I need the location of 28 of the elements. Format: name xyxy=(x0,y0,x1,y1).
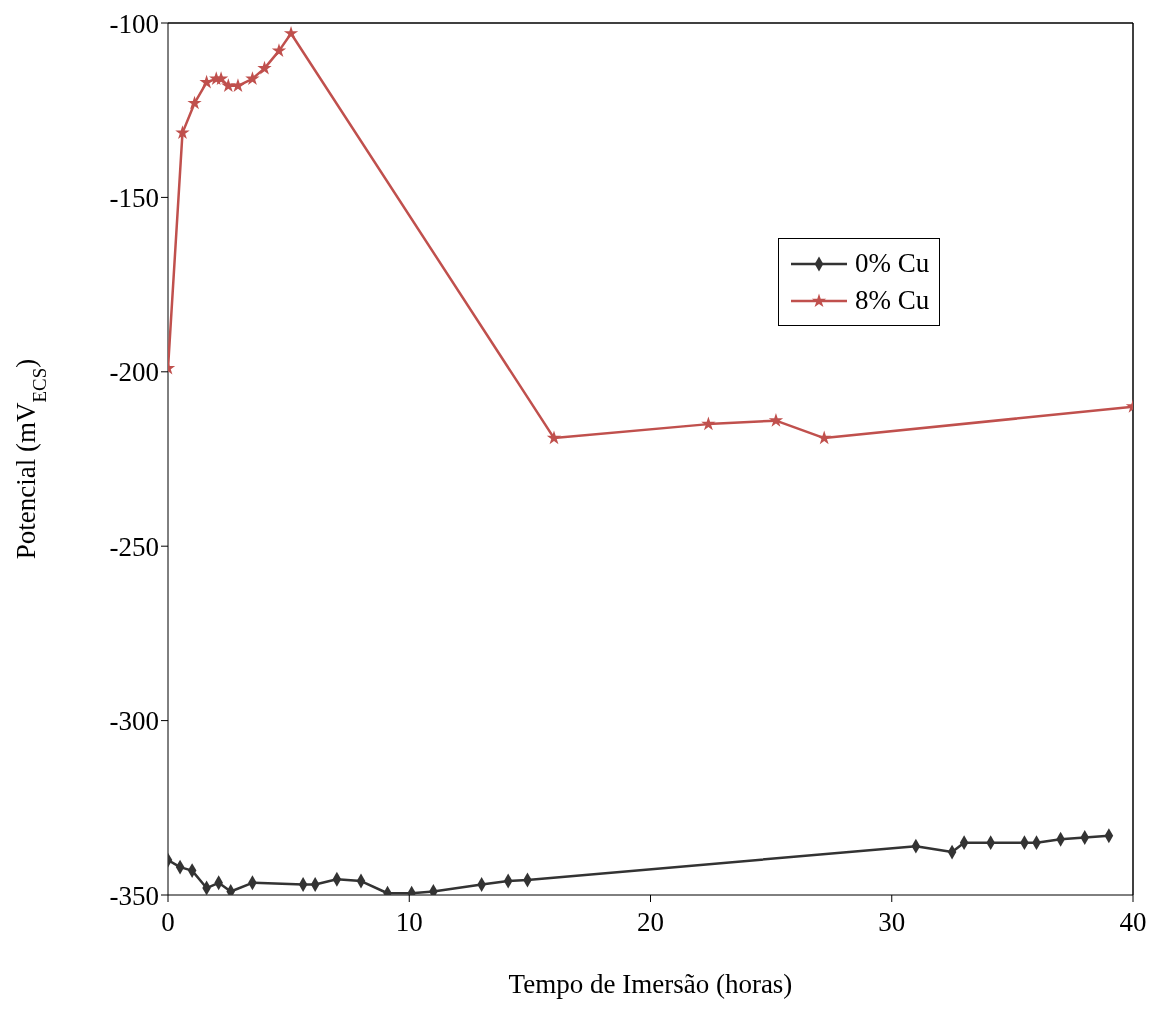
y-tick-label: -350 xyxy=(109,880,159,911)
point xyxy=(221,78,236,92)
y-tick-label: -100 xyxy=(109,8,159,39)
point xyxy=(283,25,299,40)
x-tick-label: 20 xyxy=(637,907,664,938)
x-tick-label: 40 xyxy=(1119,907,1147,938)
point xyxy=(245,71,260,85)
point xyxy=(175,125,190,139)
point xyxy=(546,430,562,445)
x-axis-title: Tempo de Imersão (horas) xyxy=(508,969,793,999)
point xyxy=(701,416,716,431)
legend-label: 0% Cu xyxy=(855,248,930,279)
point xyxy=(230,78,246,92)
point xyxy=(817,430,832,445)
point xyxy=(257,60,272,75)
legend-label: 8% Cu xyxy=(855,285,930,316)
y-tick-label: -150 xyxy=(109,182,159,213)
point xyxy=(768,413,784,427)
y-tick-label: -300 xyxy=(109,706,159,737)
y-tick-label: -250 xyxy=(109,531,159,562)
point xyxy=(187,95,202,110)
x-tick-label: 0 xyxy=(161,907,175,938)
point xyxy=(213,71,229,85)
y-tick-label: -200 xyxy=(109,357,159,388)
x-tick-label: 30 xyxy=(878,907,906,938)
point xyxy=(271,43,287,58)
x-tick-label: 10 xyxy=(395,907,423,938)
point xyxy=(199,74,214,89)
